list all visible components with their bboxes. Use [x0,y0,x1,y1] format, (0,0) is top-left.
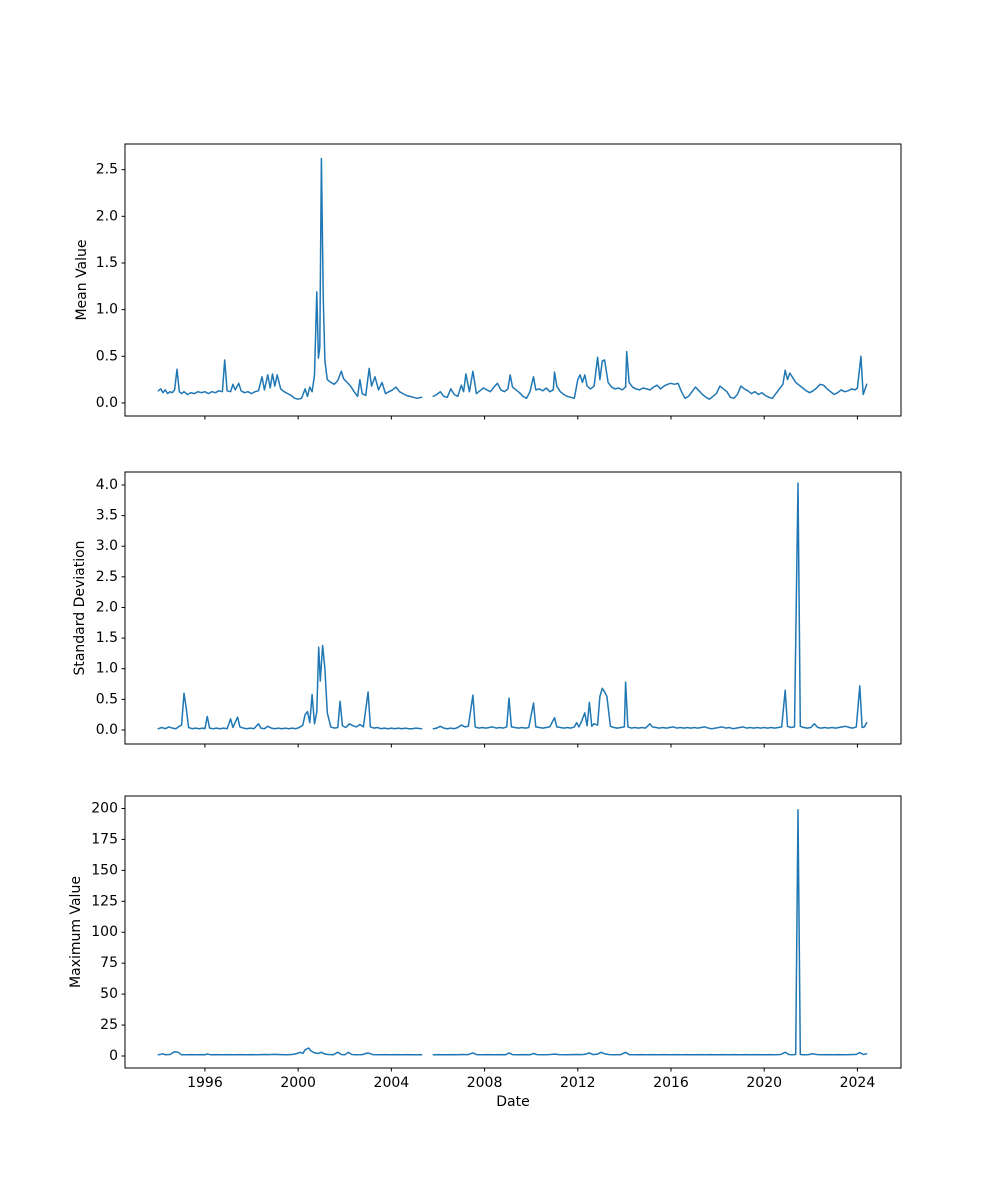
y-tick-label: 75 [100,955,118,971]
y-tick-label: 100 [91,924,118,940]
y-tick-label: 0.0 [96,722,118,738]
y-tick-label: 3.0 [96,538,118,554]
y-tick-label: 0 [109,1048,118,1064]
mean-line [432,350,868,400]
y-tick-label: 50 [100,986,118,1002]
x-tick-label: 1996 [187,1075,223,1091]
y-tick-label: 25 [100,1017,118,1033]
x-tick-label: 2020 [746,1075,782,1091]
y-tick-label: 1.5 [96,630,118,646]
axes-mean: 0.0 0.5 1.0 1.5 2.0 2.5 [96,143,902,420]
y-tick-label: 0.0 [96,395,118,411]
max-line [432,808,868,1056]
ylabel-mean-value: Mean Value [74,239,90,321]
ylabel-standard-deviation: Standard Deviation [72,540,88,676]
y-tick-label: 1.5 [96,255,118,271]
x-tick-label: 2016 [653,1075,689,1091]
x-tick-label: 2012 [560,1075,596,1091]
y-tick-label: 0.5 [96,348,118,364]
x-tick-label: 2008 [467,1075,503,1091]
y-tick-label: 2.5 [96,569,118,585]
y-tick-label: 3.5 [96,508,118,524]
axes-std: 0.0 0.5 1.0 1.5 2.0 2.5 3.0 3.5 4.0 [96,471,902,748]
axes-spines [124,471,902,745]
y-tick-label: 2.5 [96,162,118,178]
x-tick-label: 2004 [374,1075,410,1091]
axes-spines [124,143,902,417]
y-tick-label: 4.0 [96,477,118,493]
y-tick-label: 1.0 [96,661,118,677]
ylabel-maximum-value: Maximum Value [68,876,84,988]
y-tick-label: 2.0 [96,208,118,224]
xlabel-date: Date [496,1094,530,1110]
axes-spines [124,795,902,1069]
y-tick-label: 0.5 [96,691,118,707]
std-line [157,644,423,730]
std-line [432,482,868,730]
max-line [157,1047,423,1056]
y-tick-label: 2.0 [96,599,118,615]
axes-max: 0 25 50 75 100 125 150 175 200 1996 2000 2004 2008 20… [91,795,902,1091]
y-tick-label: 200 [91,800,118,816]
y-tick-label: 1.0 [96,302,118,318]
y-tick-label: 125 [91,893,118,909]
x-tick-label: 2000 [280,1075,316,1091]
mean-line [157,157,423,400]
y-tick-label: 175 [91,831,118,847]
y-tick-label: 150 [91,862,118,878]
x-tick-label: 2024 [840,1075,876,1091]
